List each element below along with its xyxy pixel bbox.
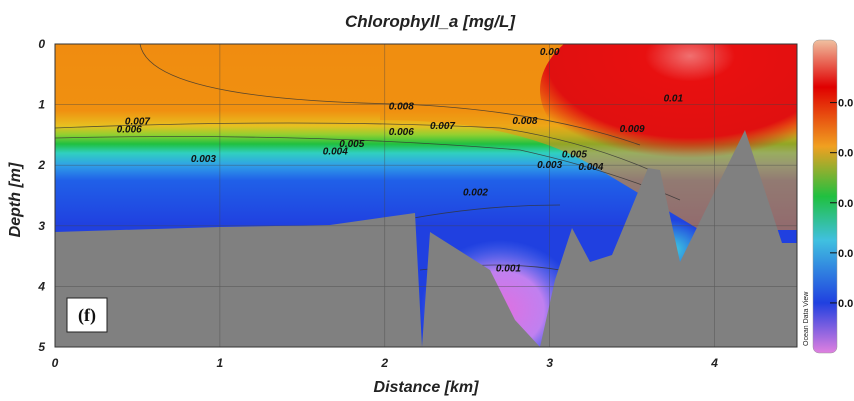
contour-label: 0.01	[664, 94, 684, 105]
colorbar-tick-label: 0.0	[838, 298, 853, 310]
odv-watermark: Ocean Data View	[803, 291, 810, 346]
y-ticks: 0 1 2 3 4 5	[37, 37, 45, 354]
x-axis-label: Distance [km]	[374, 379, 480, 396]
y-tick-label: 5	[38, 340, 45, 354]
contour-label: 0.005	[339, 139, 364, 150]
contour-label: 0.006	[389, 127, 414, 138]
plot-field: 0.0070.0060.0030.0050.0040.0080.0060.007…	[55, 44, 797, 347]
colorbar-tick-label: 0.0	[838, 198, 853, 210]
colorbar-ticks: 0.0 0.0 0.0 0.0 0.0	[830, 98, 853, 310]
y-tick-label: 2	[37, 158, 45, 172]
x-tick-label: 0	[52, 356, 59, 370]
x-tick-label: 1	[217, 356, 224, 370]
contour-label: 0.008	[389, 101, 414, 112]
contour-label: 0.004	[323, 146, 348, 157]
contour-label: 0.009	[620, 124, 645, 135]
contour-label: 0.004	[578, 162, 603, 173]
colorbar-tick-label: 0.0	[838, 248, 853, 260]
seafloor-bathymetry	[55, 130, 797, 347]
y-tick-label: 4	[37, 279, 45, 293]
contour-label: 0.006	[117, 124, 142, 135]
y-axis-label: Depth [m]	[7, 162, 24, 237]
y-tick-label: 0	[38, 37, 45, 51]
contour-label: 0.007	[125, 117, 150, 128]
contour-label: 0.008	[512, 116, 537, 127]
contour-label: 0.003	[191, 154, 216, 165]
contour-lines	[55, 44, 681, 271]
panel-label-box	[66, 297, 108, 333]
y-tick-label: 1	[38, 98, 45, 112]
x-tick-label: 3	[546, 356, 553, 370]
colorbar-tick-label: 0.0	[838, 98, 853, 110]
contour-label: 0.001	[496, 263, 521, 274]
x-tick-label: 2	[380, 356, 388, 370]
red-high-region	[540, 44, 797, 175]
contour-label: 0.007	[430, 121, 455, 132]
contour-label: 0.00	[540, 47, 560, 58]
x-ticks: 0 1 2 3 4	[52, 356, 719, 370]
plot-frame	[54, 43, 798, 348]
x-tick-label: 4	[710, 356, 718, 370]
chart-title: Chlorophyll_a [mg/L]	[345, 12, 516, 31]
y-tick-label: 3	[38, 219, 45, 233]
colorbar-tick-label: 0.0	[838, 148, 853, 160]
gridlines	[55, 44, 797, 347]
contour-label-layer: 0.0070.0060.0030.0050.0040.0080.0060.007…	[117, 47, 684, 274]
colorbar	[812, 39, 838, 354]
contour-label: 0.003	[537, 160, 562, 171]
contour-label: 0.005	[562, 149, 587, 160]
panel-label: (f)	[78, 305, 96, 326]
contour-label: 0.002	[463, 188, 488, 199]
